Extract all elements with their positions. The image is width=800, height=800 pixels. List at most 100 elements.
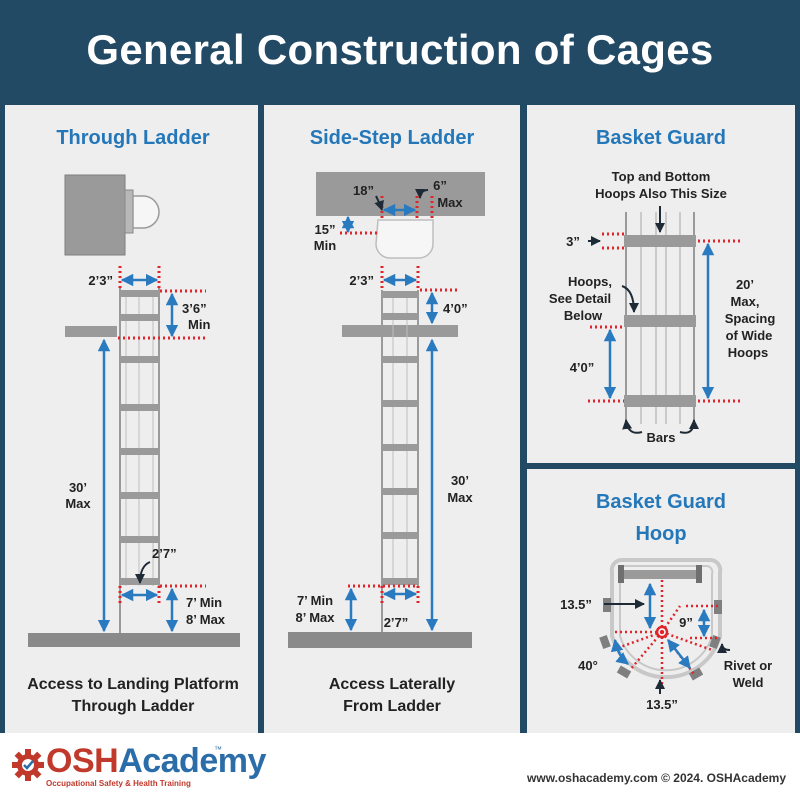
- cage-hoop: [120, 314, 159, 321]
- side-cage-hoop: [382, 400, 418, 407]
- cage-hoop: [120, 536, 159, 543]
- basket-hoops-note-1: Hoops,: [568, 274, 612, 289]
- through-gap-label-1: 3’6”: [182, 301, 207, 316]
- basket-guard-diagram: Basket Guard Top and Bottom Hoops Also T…: [549, 127, 775, 445]
- basket-max-note-1: 20’: [736, 277, 754, 292]
- hoop-radius-bottom-label: 13.5”: [646, 697, 678, 712]
- logo-prefix: OSH: [46, 742, 119, 780]
- gear-icon: [12, 749, 44, 781]
- basket-spacing-label: 4’0”: [570, 360, 595, 375]
- hoop-side-label: 9”: [679, 615, 693, 630]
- copyright-text: www.oshacademy.com © 2024. OSHAcademy: [527, 771, 786, 785]
- pointer-arrow: [135, 561, 151, 584]
- side-step-hoop-top: [375, 219, 434, 259]
- basket-max-note-5: Hoops: [728, 345, 768, 360]
- hoop-angle-label: 40°: [578, 658, 598, 673]
- through-caption-1: Access to Landing Platform: [27, 676, 239, 693]
- side-cage-hoop: [382, 488, 418, 495]
- side-cage-hoop: [382, 444, 418, 451]
- cage-hoop: [120, 492, 159, 499]
- logo-suffix: Academy: [118, 742, 266, 780]
- side-cage-hoop: [382, 291, 418, 298]
- header-bar: General Construction of Cages Example: [0, 0, 800, 173]
- basket-dimension-arrows: [603, 242, 715, 400]
- hoop-top-view: [132, 195, 160, 229]
- cage-hoop: [120, 290, 159, 297]
- side-pointer-arrow: [415, 188, 429, 199]
- basket-bars-label: Bars: [647, 430, 676, 445]
- side-clear-label-2: Min: [314, 238, 336, 253]
- footer: [0, 733, 800, 800]
- through-gap-label-2: Min: [188, 317, 210, 332]
- through-width-label: 2’3”: [88, 273, 113, 288]
- side-top-label-1: 6”: [433, 178, 447, 193]
- through-bottom-width-label: 2’7”: [152, 546, 177, 561]
- cage-hoop: [120, 448, 159, 455]
- through-caption-2: Through Ladder: [72, 698, 195, 715]
- ground-slab: [28, 633, 240, 647]
- hoop-pointer-arrows: [604, 599, 731, 694]
- basket-middle-hoop: [624, 315, 696, 327]
- side-height-label-2: Max: [447, 490, 473, 505]
- dimension-arrows: [97, 273, 179, 633]
- wall-bracket: [124, 189, 134, 234]
- logo-tagline: Occupational Safety & Health Training: [46, 779, 191, 788]
- basket-dimension-guides: [588, 232, 742, 403]
- side-step-platform: [342, 325, 458, 337]
- side-caption-2: From Ladder: [343, 698, 441, 715]
- hoop-detail-diagram: Basket Guard Hoop: [560, 491, 772, 712]
- side-bottom-width-label: 2’7”: [384, 615, 409, 630]
- side-top-label-2: Max: [437, 195, 463, 210]
- basket-max-note-4: of Wide: [726, 328, 773, 343]
- logo-wordmark[interactable]: OSHAcademy: [46, 743, 266, 779]
- basket-bottom-hoop: [624, 395, 696, 407]
- basket-max-note-3: Spacing: [725, 311, 776, 326]
- basket-max-note-2: Max,: [731, 294, 760, 309]
- hoop-title-1: Basket Guard: [596, 491, 726, 513]
- hoop-rivet-label-2: Weld: [733, 675, 764, 690]
- side-bottom-clear-1: 7’ Min: [297, 593, 333, 608]
- basket-pointer-arrows: [588, 206, 699, 434]
- basket-top-note-1: Top and Bottom: [612, 169, 711, 184]
- side-caption-1: Access Laterally: [329, 676, 455, 693]
- hoop-inner-outline: [618, 565, 714, 672]
- side-gap-label: 4’0”: [443, 301, 468, 316]
- basket-guard-title: Basket Guard: [596, 127, 726, 149]
- basket-top-hoop: [624, 235, 696, 247]
- side-dimension-arrows: [341, 203, 439, 632]
- side-cage-hoop: [382, 532, 418, 539]
- wall-block: [64, 174, 126, 256]
- hoop-radius-left-label: 13.5”: [560, 597, 592, 612]
- cage-hoop: [120, 404, 159, 411]
- through-bottom-clear-label-1: 7’ Min: [186, 595, 222, 610]
- basket-hoops-note-2: See Detail: [549, 291, 611, 306]
- dimension-guides: [118, 266, 206, 604]
- hoop-rail-cap: [696, 565, 702, 583]
- side-cage-hoop: [382, 356, 418, 363]
- basket-hoops-note-3: Below: [564, 308, 603, 323]
- side-pointer-arrow: [374, 195, 384, 211]
- hoop-title-2: Hoop: [635, 523, 686, 545]
- landing-platform: [65, 326, 117, 337]
- side-step-title: Side-Step Ladder: [310, 127, 475, 149]
- hoop-ladder-rung: [620, 570, 698, 579]
- side-clear-label-1: 15”: [315, 222, 336, 237]
- side-step-ground: [288, 632, 472, 648]
- side-bottom-clear-2: 8’ Max: [295, 610, 335, 625]
- side-cage-hoops: [382, 291, 418, 585]
- hoop-dimension-arrows: [610, 582, 711, 669]
- side-step-width-label: 18”: [353, 183, 374, 198]
- through-height-label-2: Max: [65, 496, 91, 511]
- through-ladder-title: Through Ladder: [56, 127, 210, 149]
- side-width-label: 2’3”: [349, 273, 374, 288]
- hoop-rivet-label-1: Rivet or: [724, 658, 772, 673]
- logo-trademark: ™: [214, 745, 222, 754]
- cage-hoop: [120, 356, 159, 363]
- through-ladder-diagram: Through Ladder: [27, 127, 240, 715]
- side-cage-hoop: [382, 313, 418, 320]
- basket-hoop-size-label: 3”: [566, 234, 580, 249]
- side-height-label-1: 30’: [451, 473, 469, 488]
- hoop-rail-cap: [618, 565, 624, 583]
- basket-top-note-2: Hoops Also This Size: [595, 186, 727, 201]
